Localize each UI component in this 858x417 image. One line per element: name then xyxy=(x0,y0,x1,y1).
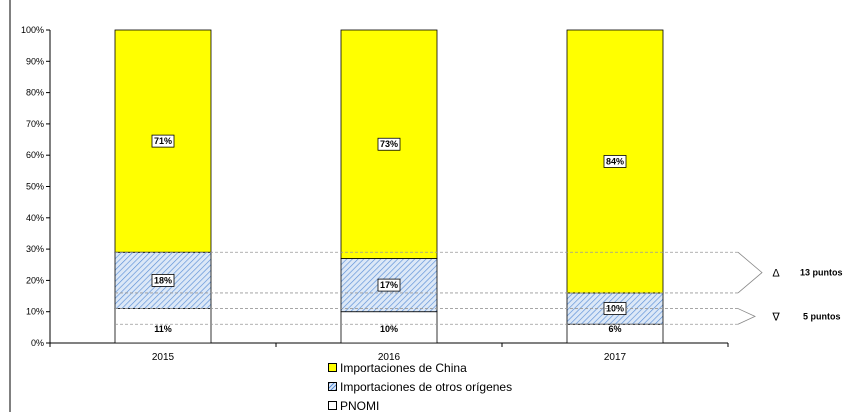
y-tick-label: 70% xyxy=(26,119,44,129)
x-category-label: 2017 xyxy=(604,352,627,363)
legend-item-pnomi: PNOMI xyxy=(328,396,512,415)
annotation-label: 13 puntos xyxy=(800,268,843,278)
x-category-label: 2016 xyxy=(378,352,401,363)
annotation-symbol: ∇ xyxy=(771,311,780,323)
data-label-box xyxy=(151,134,175,148)
data-label: 10% xyxy=(380,324,398,334)
annotation-brace xyxy=(737,308,756,325)
data-label-box xyxy=(151,273,175,287)
y-tick-label: 0% xyxy=(31,338,44,348)
legend: Importaciones de China Importaciones de … xyxy=(328,358,512,415)
x-category-label: 2015 xyxy=(152,352,175,363)
legend-swatch-pnomi xyxy=(328,401,337,410)
legend-label-pnomi: PNOMI xyxy=(340,398,380,413)
y-tick-label: 20% xyxy=(26,275,44,285)
y-tick-label: 60% xyxy=(26,150,44,160)
legend-item-otros: Importaciones de otros orígenes xyxy=(328,377,512,396)
annotation-label: 5 puntos xyxy=(803,311,841,321)
legend-swatch-china xyxy=(328,363,337,372)
data-label: 84% xyxy=(606,156,624,166)
data-label: 73% xyxy=(380,139,398,149)
data-label: 17% xyxy=(380,280,398,290)
y-tick-label: 100% xyxy=(21,25,44,35)
data-label-box xyxy=(377,137,401,151)
legend-label-china: Importaciones de China xyxy=(340,360,467,375)
data-label-box xyxy=(377,278,401,292)
y-tick-label: 30% xyxy=(26,244,44,254)
y-tick-label: 40% xyxy=(26,213,44,223)
y-tick-label: 10% xyxy=(26,307,44,317)
y-tick-label: 50% xyxy=(26,182,44,192)
legend-label-otros: Importaciones de otros orígenes xyxy=(340,379,513,394)
data-label: 18% xyxy=(154,275,172,285)
data-label: 11% xyxy=(154,324,172,334)
annotation-brace xyxy=(737,251,763,294)
data-label-box xyxy=(603,155,627,168)
y-tick-label: 90% xyxy=(26,56,44,66)
annotation-symbol: Δ xyxy=(772,268,780,280)
legend-swatch-otros xyxy=(328,382,337,391)
data-label: 6% xyxy=(608,324,621,334)
legend-item-china: Importaciones de China xyxy=(328,358,512,377)
data-label: 71% xyxy=(154,136,172,146)
bar-segment-2016-0 xyxy=(340,311,438,344)
y-tick-label: 80% xyxy=(26,88,44,98)
